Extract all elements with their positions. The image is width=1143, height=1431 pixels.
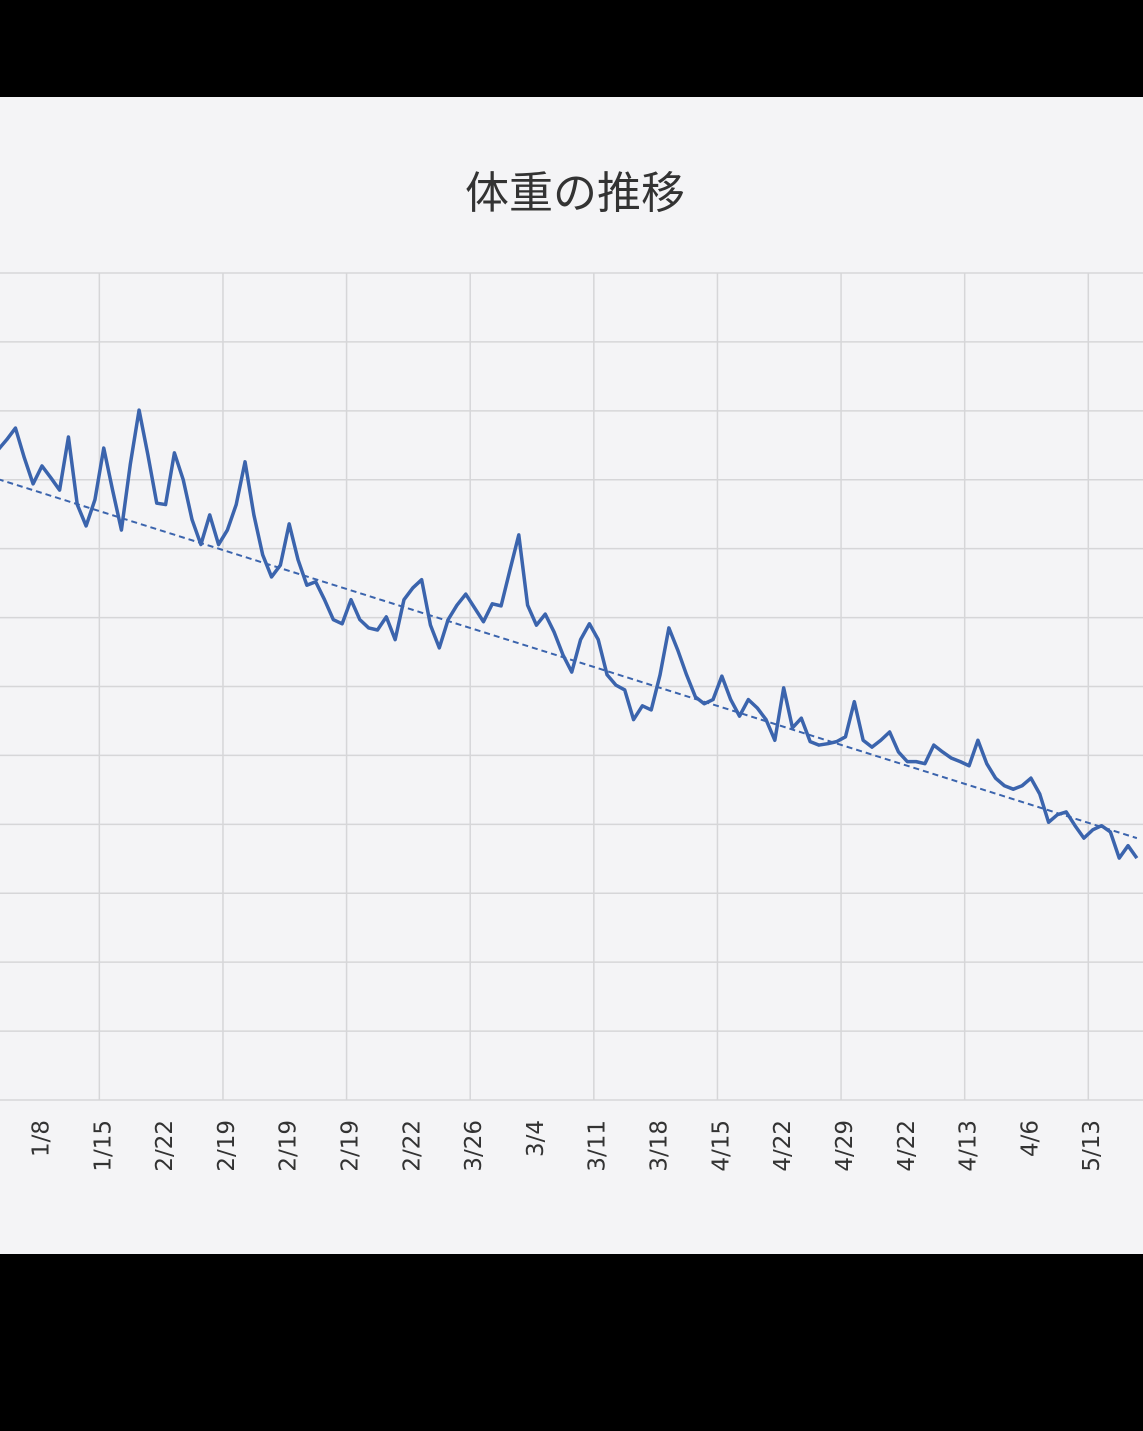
x-tick-label: 5/13 bbox=[1079, 1120, 1105, 1172]
x-tick-label: 2/22 bbox=[399, 1120, 425, 1172]
x-tick-label: 3/18 bbox=[647, 1120, 673, 1172]
x-tick-label: 3/4 bbox=[523, 1120, 549, 1157]
data-line bbox=[0, 408, 1139, 860]
chart-title: 体重の推移 bbox=[465, 168, 685, 219]
x-tick-label: 4/13 bbox=[956, 1120, 982, 1172]
x-tick-label: 2/19 bbox=[338, 1120, 364, 1172]
x-tick-label: 2/19 bbox=[214, 1120, 240, 1172]
x-tick-label: 4/22 bbox=[894, 1120, 920, 1172]
x-tick-label: 4/6 bbox=[1017, 1120, 1043, 1157]
x-tick-label: 1/15 bbox=[90, 1120, 116, 1172]
trend-line bbox=[0, 478, 1138, 840]
x-tick-label: 2/22 bbox=[152, 1120, 178, 1172]
x-tick-label: 4/15 bbox=[708, 1120, 734, 1172]
x-tick-label: 1/8 bbox=[28, 1120, 54, 1157]
x-tick-label: 4/22 bbox=[770, 1120, 796, 1172]
x-tick-label: 4/29 bbox=[832, 1120, 858, 1172]
x-tick-label: 2/19 bbox=[276, 1120, 302, 1172]
x-tick-label: 3/26 bbox=[461, 1120, 487, 1172]
x-tick-label: 3/11 bbox=[585, 1120, 611, 1172]
chart-background bbox=[0, 97, 1143, 1254]
